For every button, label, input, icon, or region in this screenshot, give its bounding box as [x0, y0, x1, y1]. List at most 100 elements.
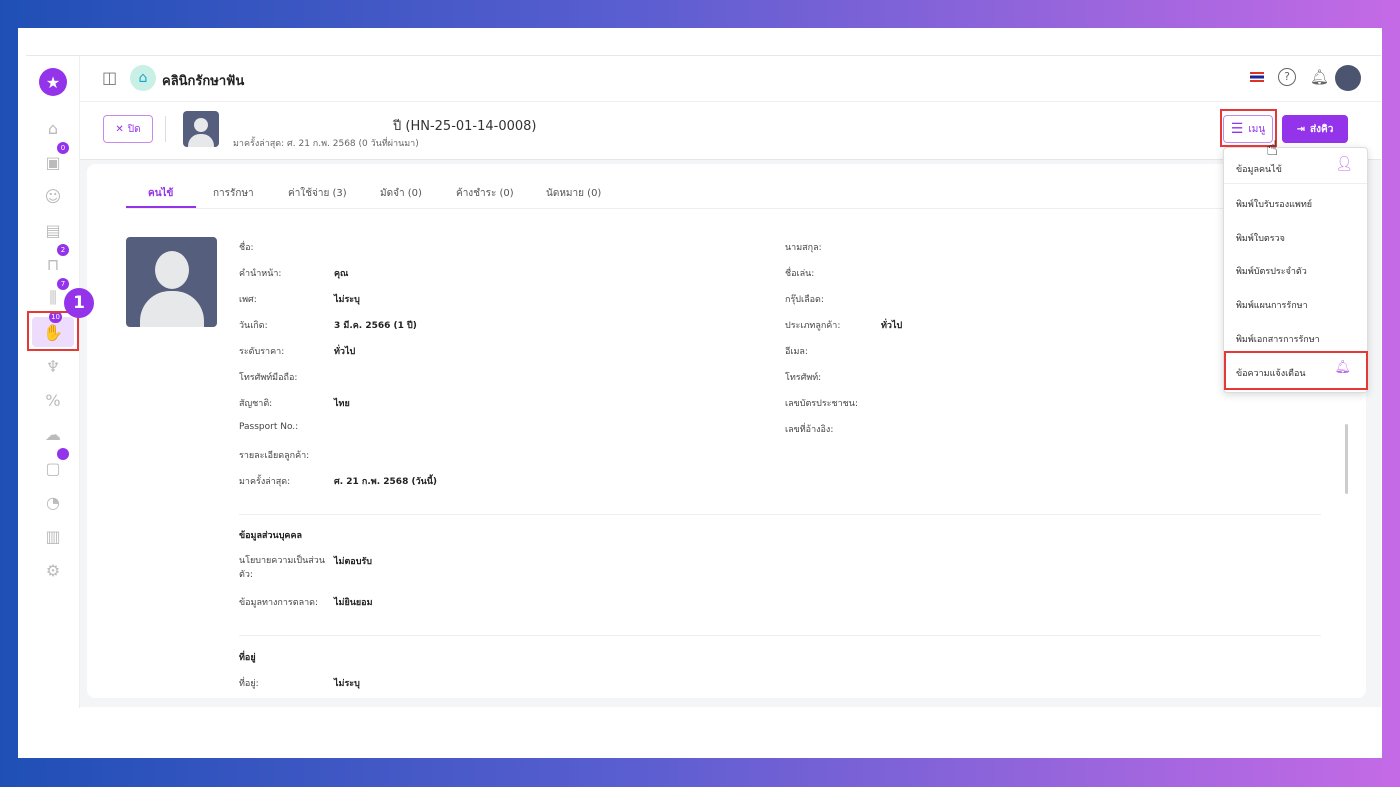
bed-icon: ⊓: [46, 254, 60, 274]
cloud-icon[interactable]: ☁: [45, 424, 61, 444]
badge: 7: [57, 278, 69, 290]
sidebar-item-tools[interactable]: ⫼ 7: [39, 278, 69, 312]
tab-0[interactable]: คนไข้: [148, 188, 174, 199]
menu-item-4[interactable]: พิมพ์แผนการรักษา: [1236, 301, 1308, 311]
marketing-label: ข้อมูลทางการตลาด:: [239, 598, 319, 608]
sidebar-item-bed[interactable]: ⊓ 2: [39, 244, 69, 278]
menu-item-6[interactable]: ข้อความแจ้งเตือน: [1236, 369, 1306, 379]
tooth-icon[interactable]: ♆: [45, 356, 61, 376]
sidebar-toggle-icon[interactable]: ◫: [102, 68, 118, 87]
clinic-home-icon: ⌂: [130, 65, 156, 91]
field-label: รายละเอียดลูกค้า:: [239, 451, 310, 461]
field-label: นามสกุล:: [785, 243, 822, 253]
field-label: โทรศัพท์:: [785, 373, 822, 383]
close-button[interactable]: ✕ ปิด: [103, 115, 153, 143]
gauge-icon[interactable]: ◔: [46, 492, 60, 512]
divider: [239, 635, 1321, 636]
active-tab-underline: [126, 206, 196, 208]
send-queue-button[interactable]: ⇥ ส่งคิว: [1282, 115, 1348, 143]
field-value: ไทย: [334, 399, 350, 409]
sidebar-item-box[interactable]: ▢: [39, 448, 69, 482]
sidebar: ★ ⌂ ▣ 0 ☺ ▤ ⊓ 2 ⫼ 7 ✋ 10 ♆ % ☁ ▢ ◔ ▥ ⚙: [26, 56, 80, 708]
sidebar-item-treatment[interactable]: ✋ 10: [32, 311, 74, 347]
patient-title: ปี (HN-25-01-14-0008): [393, 119, 537, 134]
hamburger-icon: ☰: [1230, 121, 1244, 137]
address-label: ที่อยู่:: [239, 679, 259, 689]
field-label: สัญชาติ:: [239, 399, 273, 409]
logo-star-icon[interactable]: ★: [39, 68, 67, 96]
menu-item-2[interactable]: พิมพ์ใบตรวจ: [1236, 234, 1285, 244]
badge: 10: [49, 311, 62, 323]
field-label: ประเภทลูกค้า:: [785, 321, 841, 331]
avatar[interactable]: [1335, 65, 1361, 91]
field-label: เลขบัตรประชาชน:: [785, 399, 858, 409]
field-label: อีเมล:: [785, 347, 808, 357]
tab-3[interactable]: มัดจำ (0): [380, 188, 422, 199]
board-icon[interactable]: ▤: [45, 220, 61, 240]
menu-item-5[interactable]: พิมพ์เอกสารการรักษา: [1236, 335, 1320, 345]
privacy-label: นโยบายความเป็นส่วนตัว:: [239, 556, 326, 580]
app: ★ ⌂ ▣ 0 ☺ ▤ ⊓ 2 ⫼ 7 ✋ 10 ♆ % ☁ ▢ ◔ ▥ ⚙ ◫ ⌂ ค…: [26, 55, 1381, 708]
clinic-name: คลินิกรักษาฟัน: [162, 74, 245, 89]
home-icon[interactable]: ⌂: [47, 118, 59, 138]
percent-icon[interactable]: %: [45, 390, 61, 410]
user-icon[interactable]: ☺: [44, 186, 62, 206]
scrollbar[interactable]: [1345, 424, 1348, 494]
step-number-badge: 1: [64, 288, 94, 318]
tools-icon: ⫼: [49, 288, 57, 307]
hand-icon: ✋: [43, 322, 63, 342]
marketing-value: ไม่ยินยอม: [334, 598, 373, 608]
highlight-menu-button: [1220, 109, 1277, 147]
field-label: เลขที่อ้างอิง:: [785, 425, 834, 435]
address-value: ไม่ระบุ: [334, 679, 360, 689]
field-label: เพศ:: [239, 295, 257, 305]
field-value: ทั่วไป: [881, 321, 903, 331]
field-label: คำนำหน้า:: [239, 269, 282, 279]
close-label: ปิด: [127, 123, 141, 135]
bell-icon[interactable]: 🔔︎: [1310, 68, 1330, 86]
user-icon: 👤︎: [1335, 156, 1353, 172]
thai-flag-icon[interactable]: [1250, 72, 1264, 82]
highlight-notification-item: [1224, 351, 1368, 390]
field-value: 3 มี.ค. 2566 (1 ปี): [334, 321, 417, 331]
personal-heading: ข้อมูลส่วนบุคคล: [239, 531, 302, 541]
patient-card: คนไข้ การรักษา ค่าใช้จ่าย (3) มัดจำ (0) ค้าง…: [87, 164, 1366, 698]
chart-icon[interactable]: ▥: [45, 526, 61, 546]
help-icon[interactable]: ?: [1278, 68, 1296, 86]
top-bar: ◫ ⌂ คลินิกรักษาฟัน ? 🔔︎: [80, 56, 1381, 102]
tab-5[interactable]: นัดหมาย (0): [546, 188, 602, 199]
tabs-divider: [126, 208, 1326, 209]
divider: [165, 116, 166, 142]
bell-icon: 🔔︎: [1334, 360, 1351, 375]
field-label: กรุ๊ปเลือด:: [785, 295, 824, 305]
field-value: ศ. 21 ก.พ. 2568 (วันนี้): [334, 477, 438, 487]
menu-item-1[interactable]: พิมพ์ใบรับรองแพทย์: [1236, 200, 1313, 210]
tab-1[interactable]: การรักษา: [213, 188, 254, 199]
menu-item-3[interactable]: พิมพ์บัตรประจำตัว: [1236, 267, 1307, 277]
menu-button[interactable]: ☰ เมนู: [1223, 115, 1273, 143]
field-value: คุณ: [334, 269, 349, 279]
tab-4[interactable]: ค้างชำระ (0): [456, 188, 514, 199]
pointer-hand-icon: ☝: [1266, 136, 1279, 160]
tab-2[interactable]: ค่าใช้จ่าย (3): [288, 188, 347, 199]
field-value: ไม่ระบุ: [334, 295, 360, 305]
calendar-icon: ▣: [45, 152, 61, 172]
privacy-value: ไม่ตอบรับ: [334, 557, 372, 567]
gear-icon[interactable]: ⚙: [45, 560, 61, 580]
queue-label: ส่งคิว: [1310, 123, 1334, 135]
field-label: ชื่อเล่น:: [785, 269, 815, 279]
field-label: วันเกิด:: [239, 321, 268, 331]
close-icon: ✕: [115, 123, 124, 135]
divider: [239, 514, 1321, 515]
field-label: มาครั้งล่าสุด:: [239, 477, 291, 487]
badge: [57, 448, 69, 460]
sidebar-item-calendar[interactable]: ▣ 0: [39, 142, 69, 176]
exit-arrow-icon: ⇥: [1296, 123, 1306, 135]
box-icon: ▢: [45, 458, 61, 478]
menu-item-0[interactable]: ข้อมูลคนไข้: [1236, 165, 1282, 175]
last-visit: มาครั้งล่าสุด: ศ. 21 ก.พ. 2568 (0 วันที่…: [233, 139, 419, 149]
highlight-sidebar-item: [27, 311, 79, 351]
badge: 0: [57, 142, 69, 154]
field-label: ชื่อ:: [239, 243, 254, 253]
badge: 2: [57, 244, 69, 256]
